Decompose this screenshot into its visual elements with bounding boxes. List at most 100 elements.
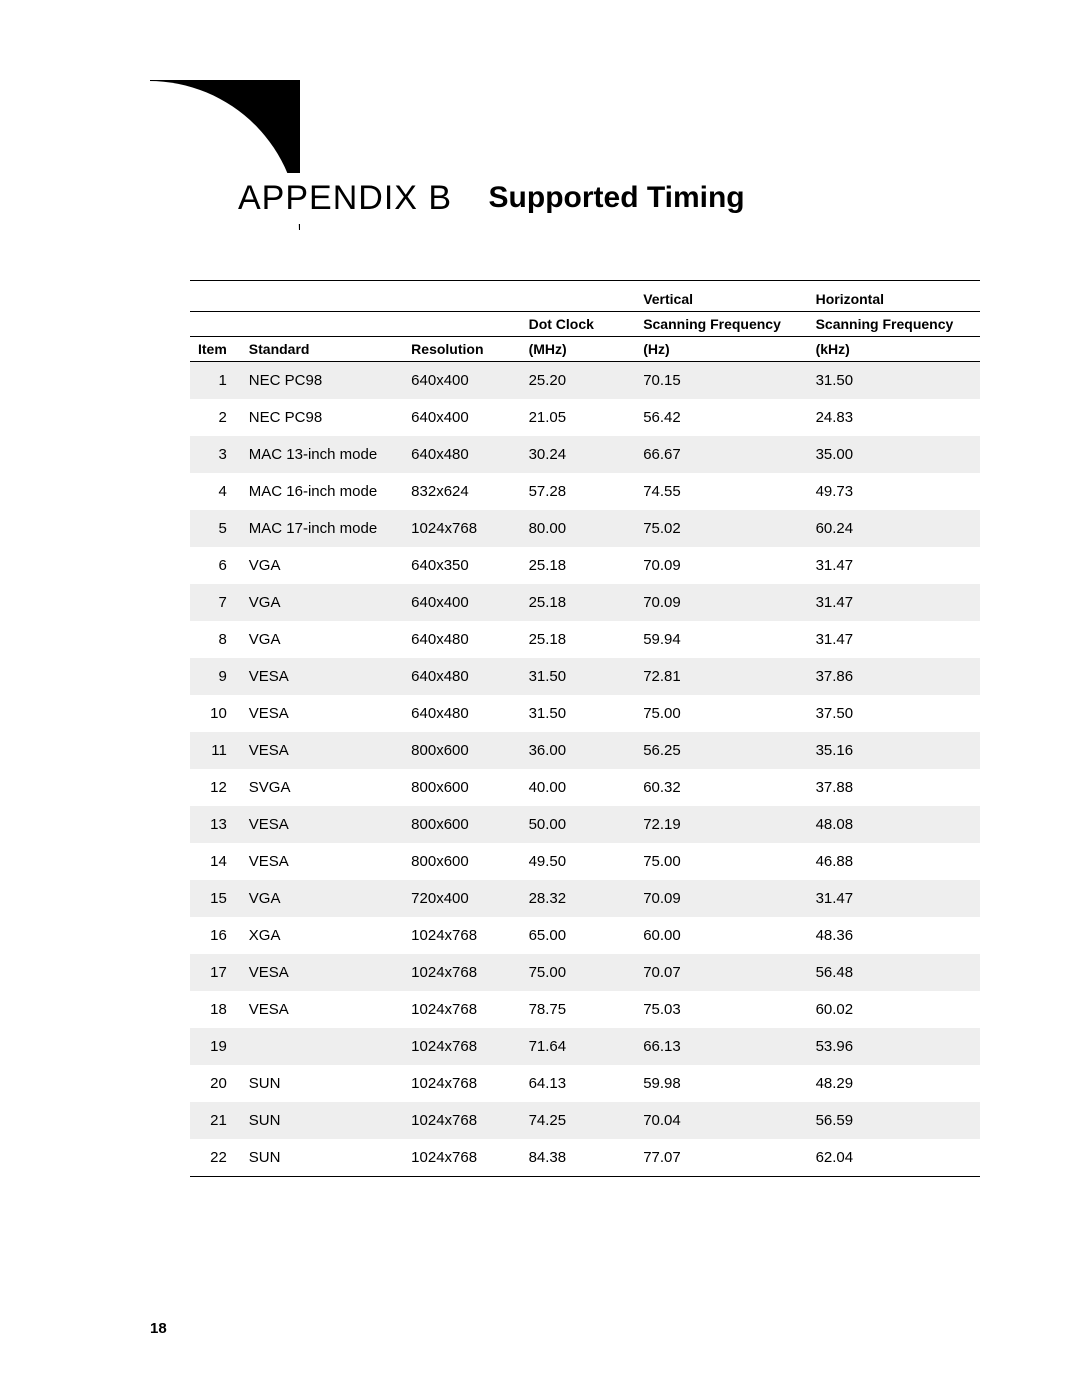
cell-item: 1 — [190, 362, 241, 400]
cell-item: 16 — [190, 917, 241, 954]
cell-resolution: 1024x768 — [403, 1028, 520, 1065]
cell-standard: XGA — [241, 917, 403, 954]
cell-vertical: 60.32 — [635, 769, 807, 806]
cell-horizontal: 48.08 — [808, 806, 980, 843]
cell-standard: MAC 16-inch mode — [241, 473, 403, 510]
cell-dotclock: 25.20 — [521, 362, 636, 400]
cell-horizontal: 48.36 — [808, 917, 980, 954]
cell-resolution: 720x400 — [403, 880, 520, 917]
cell-resolution: 1024x768 — [403, 1139, 520, 1177]
cell-dotclock: 80.00 — [521, 510, 636, 547]
timing-table-container: Vertical Horizontal Dot Clock Scanning F… — [190, 280, 980, 1177]
cell-dotclock: 49.50 — [521, 843, 636, 880]
cell-dotclock: 30.24 — [521, 436, 636, 473]
cell-standard: VGA — [241, 547, 403, 584]
cell-horizontal: 56.59 — [808, 1102, 980, 1139]
cell-dotclock: 71.64 — [521, 1028, 636, 1065]
cell-vertical: 72.19 — [635, 806, 807, 843]
cell-horizontal: 31.47 — [808, 584, 980, 621]
cell-vertical: 59.94 — [635, 621, 807, 658]
cell-vertical: 70.07 — [635, 954, 807, 991]
cell-dotclock: 65.00 — [521, 917, 636, 954]
col-header-resolution — [403, 281, 520, 312]
cell-item: 8 — [190, 621, 241, 658]
cell-item: 10 — [190, 695, 241, 732]
cell-resolution: 1024x768 — [403, 1102, 520, 1139]
cell-standard: VGA — [241, 880, 403, 917]
cell-horizontal: 56.48 — [808, 954, 980, 991]
cell-standard: VGA — [241, 621, 403, 658]
col-header-item-label: Item — [190, 337, 241, 362]
cell-vertical: 77.07 — [635, 1139, 807, 1177]
cell-vertical: 70.09 — [635, 880, 807, 917]
cell-standard: SUN — [241, 1102, 403, 1139]
cell-dotclock: 50.00 — [521, 806, 636, 843]
cell-resolution: 800x600 — [403, 732, 520, 769]
cell-horizontal: 46.88 — [808, 843, 980, 880]
cell-horizontal: 35.16 — [808, 732, 980, 769]
cell-item: 12 — [190, 769, 241, 806]
cell-dotclock: 25.18 — [521, 584, 636, 621]
cell-standard: VESA — [241, 991, 403, 1028]
col-header-dotclock-l1: Dot Clock — [521, 312, 636, 337]
appendix-label: APPENDIX B — [150, 173, 466, 224]
page-title: Supported Timing — [489, 181, 745, 215]
cell-dotclock: 78.75 — [521, 991, 636, 1028]
table-row: 12SVGA800x60040.0060.3237.88 — [190, 769, 980, 806]
cell-resolution: 640x400 — [403, 362, 520, 400]
col-header-dotclock — [521, 281, 636, 312]
table-row: 20SUN1024x76864.1359.9848.29 — [190, 1065, 980, 1102]
cell-horizontal: 31.47 — [808, 621, 980, 658]
cell-resolution: 640x480 — [403, 658, 520, 695]
cell-horizontal: 49.73 — [808, 473, 980, 510]
table-row: 17VESA1024x76875.0070.0756.48 — [190, 954, 980, 991]
table-row: 8VGA640x48025.1859.9431.47 — [190, 621, 980, 658]
cell-item: 17 — [190, 954, 241, 991]
page: APPENDIX B Supported Timing Vertical Hor… — [0, 0, 1080, 1397]
cell-vertical: 60.00 — [635, 917, 807, 954]
cell-resolution: 1024x768 — [403, 917, 520, 954]
table-row: 21SUN1024x76874.2570.0456.59 — [190, 1102, 980, 1139]
col-header-item — [190, 281, 241, 312]
cell-item: 3 — [190, 436, 241, 473]
cell-horizontal: 37.88 — [808, 769, 980, 806]
cell-dotclock: 74.25 — [521, 1102, 636, 1139]
table-body: 1NEC PC98640x40025.2070.1531.502NEC PC98… — [190, 362, 980, 1177]
cell-vertical: 70.09 — [635, 547, 807, 584]
cell-item: 15 — [190, 880, 241, 917]
cell-horizontal: 31.47 — [808, 547, 980, 584]
cell-dotclock: 57.28 — [521, 473, 636, 510]
cell-horizontal: 31.50 — [808, 362, 980, 400]
cell-horizontal: 35.00 — [808, 436, 980, 473]
col-header-vertical-l2: Scanning Frequency — [635, 312, 807, 337]
col-header-dotclock-l2: (MHz) — [521, 337, 636, 362]
cell-dotclock: 28.32 — [521, 880, 636, 917]
cell-item: 2 — [190, 399, 241, 436]
cell-dotclock: 84.38 — [521, 1139, 636, 1177]
cell-resolution: 1024x768 — [403, 1065, 520, 1102]
table-row: 4MAC 16-inch mode832x62457.2874.5549.73 — [190, 473, 980, 510]
cell-dotclock: 36.00 — [521, 732, 636, 769]
cell-vertical: 74.55 — [635, 473, 807, 510]
cell-item: 19 — [190, 1028, 241, 1065]
cell-dotclock: 31.50 — [521, 658, 636, 695]
cell-item: 22 — [190, 1139, 241, 1177]
cell-item: 20 — [190, 1065, 241, 1102]
header-block: APPENDIX B Supported Timing — [150, 80, 990, 230]
table-row: 13VESA800x60050.0072.1948.08 — [190, 806, 980, 843]
cell-vertical: 70.09 — [635, 584, 807, 621]
cell-horizontal: 31.47 — [808, 880, 980, 917]
cell-horizontal: 60.02 — [808, 991, 980, 1028]
table-row: 14VESA800x60049.5075.0046.88 — [190, 843, 980, 880]
cell-resolution: 640x400 — [403, 584, 520, 621]
table-row: 3MAC 13-inch mode640x48030.2466.6735.00 — [190, 436, 980, 473]
cell-resolution: 1024x768 — [403, 954, 520, 991]
timing-table: Vertical Horizontal Dot Clock Scanning F… — [190, 280, 980, 1177]
cell-vertical: 56.42 — [635, 399, 807, 436]
col-header-horizontal-l2: Scanning Frequency — [808, 312, 980, 337]
col-header-standard — [241, 281, 403, 312]
col-header-standard — [241, 312, 403, 337]
cell-resolution: 832x624 — [403, 473, 520, 510]
col-header-item — [190, 312, 241, 337]
cell-standard — [241, 1028, 403, 1065]
